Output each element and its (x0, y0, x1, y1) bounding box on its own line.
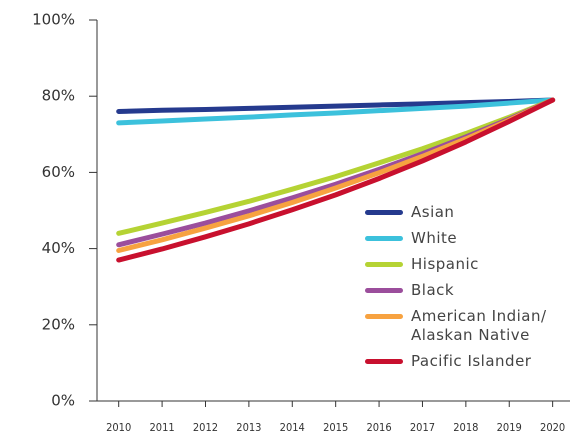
legend-item: Asian (365, 203, 565, 222)
line (116, 97, 556, 236)
legend-label: Black (411, 281, 455, 299)
legend-item: Pacific Islander (365, 352, 565, 371)
x-tick-label: 2020 (540, 421, 565, 434)
legend-label: American Indian/ Alaskan Native (411, 307, 547, 344)
y-tick-label: 100% (32, 11, 75, 29)
x-tick-label: 2012 (193, 421, 218, 434)
legend-swatch (365, 359, 403, 364)
x-tick-label: 2014 (280, 421, 305, 434)
x-tick-label: 2010 (106, 421, 131, 434)
legend-swatch (365, 236, 403, 241)
legend: Asian White Hispanic Black American Indian/ … (365, 203, 565, 378)
legend-swatch (365, 314, 403, 319)
legend-item: White (365, 229, 565, 248)
legend-item: Black (365, 281, 565, 300)
y-tick-label: 20% (42, 315, 75, 333)
x-tick-label: 2011 (149, 421, 174, 434)
legend-label: Hispanic (411, 255, 479, 273)
line (116, 97, 556, 126)
x-tick-label: 2015 (323, 421, 348, 434)
x-tick-label: 2017 (410, 421, 435, 434)
y-tick-label: 40% (42, 239, 75, 257)
x-tick-label: 2016 (366, 421, 391, 434)
y-tick-label: 0% (51, 392, 75, 410)
x-tick-label: 2018 (453, 421, 478, 434)
line (116, 97, 556, 114)
legend-label: Pacific Islander (411, 352, 532, 370)
legend-label: White (411, 229, 458, 247)
y-tick-label: 80% (42, 87, 75, 105)
legend-label: Asian (411, 203, 455, 221)
legend-swatch (365, 262, 403, 267)
x-tick-label: 2013 (236, 421, 261, 434)
legend-swatch (365, 288, 403, 293)
line (116, 97, 556, 263)
legend-swatch (365, 210, 403, 215)
y-tick-label: 60% (42, 163, 75, 181)
x-tick-label: 2019 (497, 421, 522, 434)
legend-item: American Indian/ Alaskan Native (365, 307, 565, 345)
legend-item: Hispanic (365, 255, 565, 274)
